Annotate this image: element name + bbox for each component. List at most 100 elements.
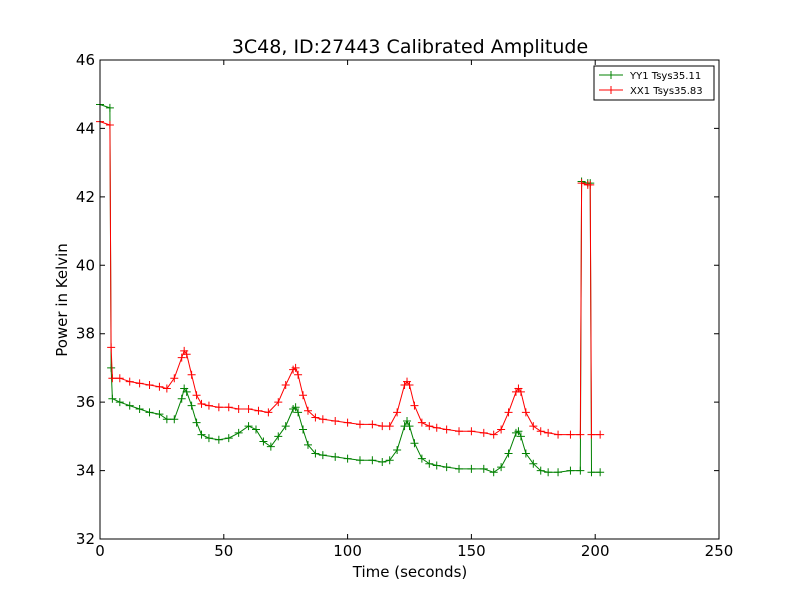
data-point [425,422,434,431]
data-point [108,374,117,383]
data-point [432,423,441,432]
data-point [368,456,377,465]
data-point [299,391,308,400]
data-point [281,381,290,390]
data-point [294,408,303,417]
x-tick-label: 200 [581,542,610,560]
data-point [529,459,538,468]
data-point [244,422,253,431]
data-point [182,350,191,359]
data-point [521,449,530,458]
y-tick-label: 46 [76,51,95,69]
data-point [155,382,164,391]
data-point [145,381,154,390]
data-point [281,422,290,431]
legend-marker [607,86,615,94]
data-point [529,422,538,431]
x-tick-label: 100 [333,542,362,560]
data-point [162,384,171,393]
data-point [343,454,352,463]
data-point [259,437,268,446]
data-point [587,468,596,477]
data-point [105,121,114,130]
data-point [318,415,327,424]
data-point [576,466,585,475]
data-point [224,434,233,443]
data-point [107,343,116,352]
data-point [405,422,414,431]
data-point [544,468,553,477]
data-point [455,464,464,473]
data-point [405,381,414,390]
legend: YY1 Tsys35.11 XX1 Tsys35.83 [593,65,715,101]
data-point [135,404,144,413]
data-point [393,446,402,455]
y-tick-label: 32 [76,530,95,548]
y-tick-label: 34 [76,462,95,480]
series-2 [96,117,605,439]
data-point [497,463,506,472]
data-point [425,459,434,468]
data-point [318,451,327,460]
data-point [596,430,605,439]
legend-box [593,65,715,101]
chart-title: 3C48, ID:27443 Calibrated Amplitude [232,36,588,58]
data-point [170,415,179,424]
data-point [343,418,352,427]
data-point [554,468,563,477]
data-point [177,353,186,362]
legend-entry: XX1 Tsys35.83 [599,86,703,97]
data-point [311,413,320,422]
data-point [274,398,283,407]
y-tick-label: 36 [76,393,95,411]
data-point [204,434,213,443]
data-point [504,408,513,417]
data-point [467,464,476,473]
data-point [455,427,464,436]
plot-area: 0 50 100 150 200 250 32 34 36 38 40 42 44 46 [76,51,733,560]
axes-frame [99,59,720,540]
data-point [489,468,498,477]
data-point [521,408,530,417]
data-point [303,406,312,415]
data-point [254,406,263,415]
data-point [105,103,114,112]
data-point [566,430,575,439]
data-point [479,464,488,473]
x-tick-label: 150 [457,542,486,560]
data-point [378,422,387,431]
data-point [355,456,364,465]
data-point [170,374,179,383]
series-line [99,104,601,473]
data-point [135,379,144,388]
data-point [234,428,243,437]
data-point [264,408,273,417]
data-point [197,399,206,408]
data-point [125,401,134,410]
data-point [504,449,513,458]
data-point [514,427,523,436]
data-point [224,403,233,412]
data-point [442,463,451,472]
data-point [197,430,206,439]
data-point [536,427,545,436]
data-point [467,427,476,436]
data-point [331,416,340,425]
data-point [489,430,498,439]
data-point [155,410,164,419]
x-axis-label: Time (seconds) [352,563,468,581]
data-point [586,180,595,189]
data-point [234,404,243,413]
data-point [576,430,585,439]
data-point [125,377,134,386]
data-point [115,374,124,383]
data-point [187,370,196,379]
data-point [479,428,488,437]
data-point [108,394,117,403]
data-point [177,394,186,403]
data-point [368,420,377,429]
data-point [417,418,426,427]
data-point [182,387,191,396]
x-tick-label: 50 [214,542,233,560]
